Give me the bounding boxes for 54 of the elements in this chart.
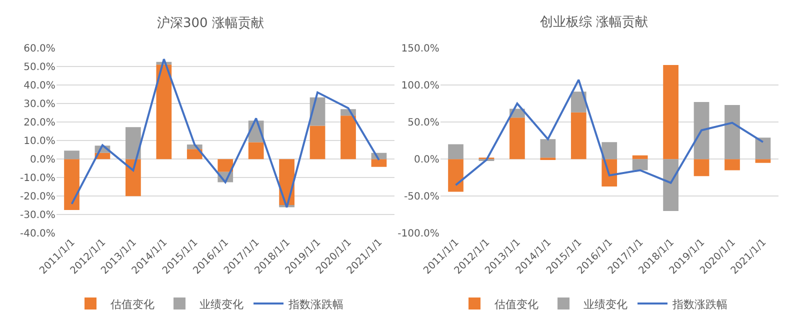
- bar: [755, 159, 771, 163]
- bar: [64, 159, 80, 210]
- bar: [632, 155, 648, 160]
- bar: [310, 126, 326, 160]
- bar: [218, 159, 234, 172]
- bar: [663, 65, 678, 160]
- y-tick-label: 150.0%: [401, 43, 440, 54]
- legend-label: 业绩变化: [584, 298, 628, 311]
- y-tick-label: 30.0%: [24, 99, 56, 110]
- bar: [632, 159, 648, 170]
- y-tick-label: -50.0%: [404, 192, 440, 203]
- y-tick-label: 20.0%: [24, 118, 56, 129]
- bar: [694, 159, 710, 176]
- bar: [510, 118, 525, 160]
- bar: [448, 159, 464, 192]
- bar: [126, 159, 141, 196]
- y-tick-label: 50.0%: [24, 62, 56, 73]
- y-tick-label: 50.0%: [408, 118, 440, 129]
- bar: [448, 144, 464, 160]
- y-tick-label: -20.0%: [20, 192, 56, 203]
- bar: [755, 138, 771, 160]
- legend-label: 估值变化: [494, 298, 538, 311]
- bar: [340, 116, 356, 160]
- line-series: [454, 78, 764, 186]
- chart-title: 创业板综 涨幅贡献: [540, 15, 648, 30]
- legend-label: 指数涨跌幅: [672, 298, 728, 311]
- bar: [663, 159, 678, 211]
- bar: [64, 150, 80, 160]
- bar: [540, 139, 556, 158]
- y-tick-label: -100.0%: [398, 228, 440, 240]
- y-tick-label: 100.0%: [401, 80, 440, 92]
- y-tick-label: -10.0%: [20, 173, 56, 184]
- y-tick-label: 40.0%: [24, 80, 56, 92]
- y-tick-label: -30.0%: [20, 210, 56, 222]
- bar: [156, 64, 172, 160]
- legend-label: 指数涨跌幅: [288, 298, 344, 311]
- bar: [248, 142, 264, 160]
- bar: [186, 149, 202, 160]
- bar: [371, 159, 387, 167]
- y-tick-label: 10.0%: [24, 136, 56, 148]
- bar: [724, 105, 740, 160]
- bar: [602, 142, 618, 160]
- line-series: [70, 58, 380, 208]
- y-tick-label: 60.0%: [24, 43, 56, 54]
- bar: [126, 127, 141, 160]
- chart-title: 沪深300 涨幅贡献: [157, 15, 264, 31]
- y-tick-label: -40.0%: [20, 228, 56, 240]
- bar: [694, 102, 710, 160]
- y-tick-label: 0.0%: [414, 154, 440, 166]
- bar: [570, 112, 586, 160]
- legend-label: 估值变化: [110, 298, 154, 311]
- legend-label: 业绩变化: [200, 298, 244, 311]
- bar: [724, 159, 740, 170]
- y-tick-label: 0.0%: [30, 154, 56, 166]
